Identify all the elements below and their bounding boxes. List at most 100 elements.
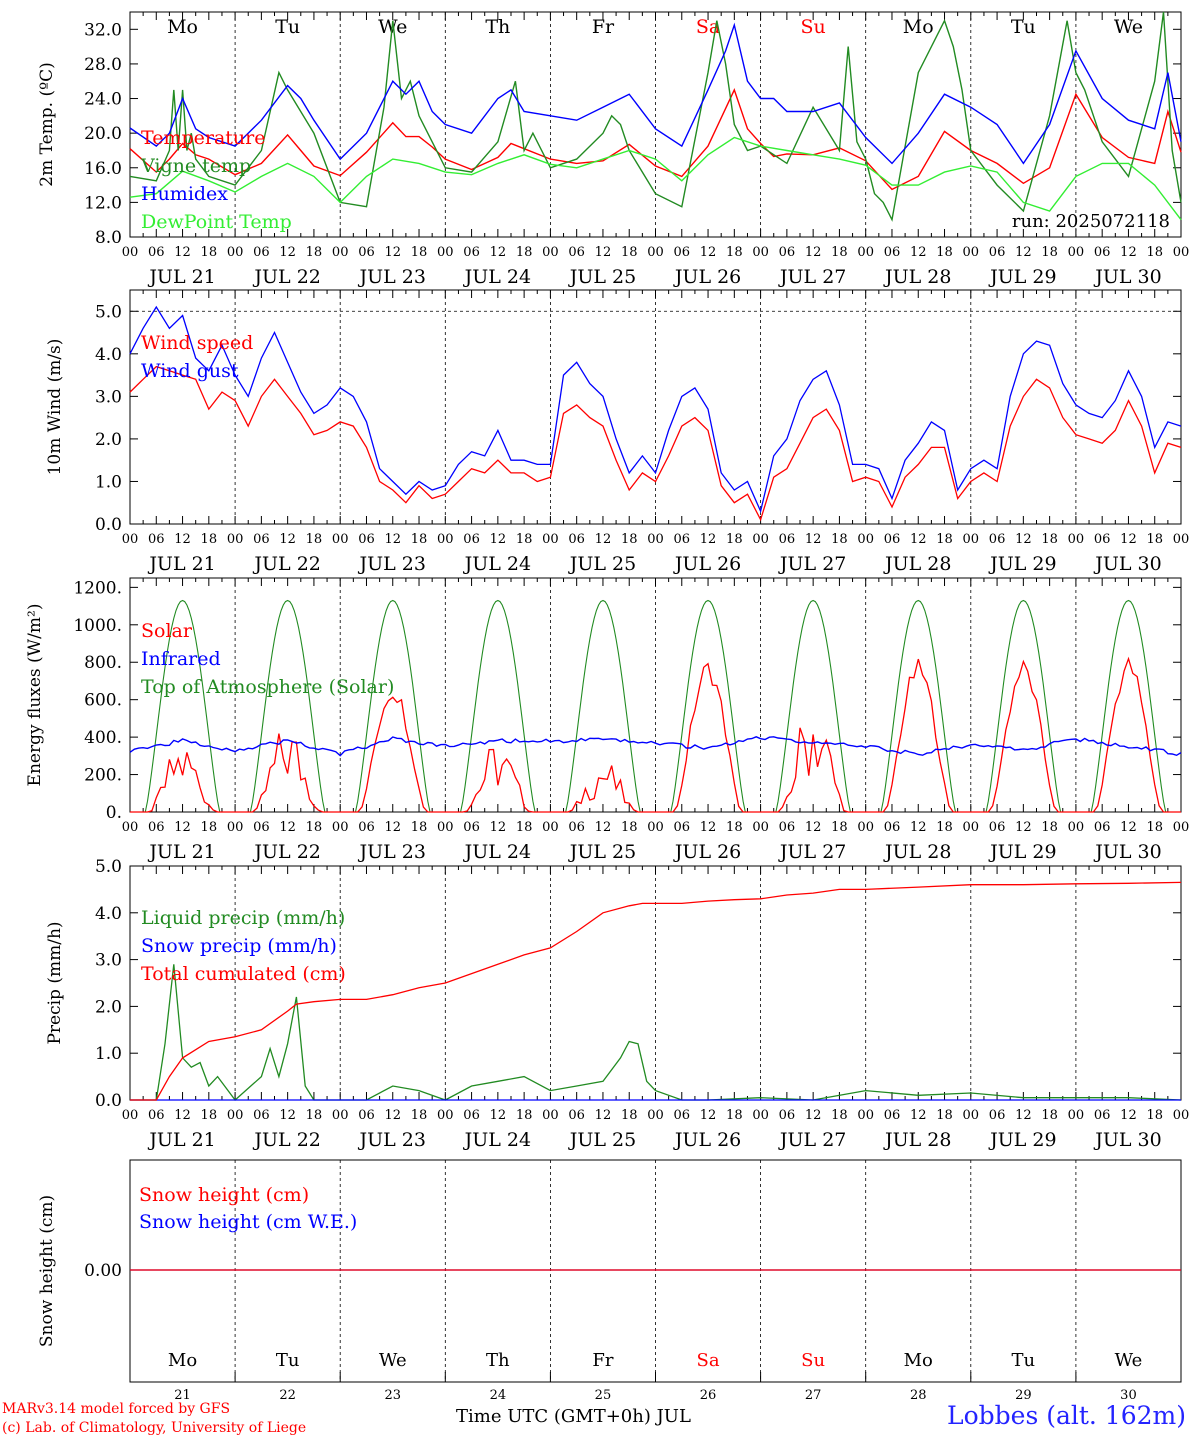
date-label: JUL 29 — [988, 553, 1056, 575]
date-label: JUL 28 — [883, 841, 951, 863]
hour-tick-label: 12 — [910, 1108, 927, 1123]
hour-tick-label: 06 — [253, 245, 270, 260]
date-label: JUL 29 — [988, 1129, 1056, 1151]
hour-tick-label: 12 — [1015, 245, 1032, 260]
weekday-label: Fr — [592, 16, 615, 38]
date-label: JUL 30 — [1093, 266, 1161, 288]
hour-tick-label: 18 — [621, 245, 638, 260]
hour-tick-label: 18 — [1041, 245, 1058, 260]
hour-tick-label: 06 — [779, 820, 796, 835]
y-tick-label: 800. — [84, 653, 122, 673]
hour-tick-label: 00 — [752, 820, 769, 835]
hour-tick-label: 00 — [1173, 1108, 1190, 1123]
hour-tick-label: 00 — [963, 245, 980, 260]
hour-tick-label: 12 — [490, 1108, 507, 1123]
hour-tick-label: 00 — [437, 820, 454, 835]
hour-tick-label: 12 — [910, 820, 927, 835]
hour-tick-label: 06 — [674, 532, 691, 547]
day-number-label: 30 — [1120, 1388, 1137, 1403]
legend-label: Vigne temp — [140, 155, 251, 177]
hour-tick-label: 18 — [936, 532, 953, 547]
hour-tick-label: 06 — [989, 1108, 1006, 1123]
date-label: JUL 22 — [252, 1129, 320, 1151]
date-label: JUL 29 — [988, 266, 1056, 288]
hour-tick-label: 00 — [752, 245, 769, 260]
date-label: JUL 23 — [358, 266, 426, 288]
date-label: JUL 26 — [673, 553, 741, 575]
legend-label: DewPoint Temp — [141, 211, 292, 233]
hour-tick-label: 00 — [1068, 1108, 1085, 1123]
hour-tick-label: 06 — [463, 532, 480, 547]
weekday-label: Su — [801, 16, 826, 38]
weekday-label: Th — [486, 1350, 510, 1371]
hour-tick-label: 12 — [490, 820, 507, 835]
y-tick-label: 1.0 — [95, 1044, 122, 1064]
y-tick-label: 0.0 — [95, 515, 122, 535]
hour-tick-label: 00 — [227, 1108, 244, 1123]
hour-tick-label: 18 — [831, 820, 848, 835]
hour-tick-label: 00 — [437, 532, 454, 547]
hour-tick-label: 18 — [621, 1108, 638, 1123]
date-label: JUL 30 — [1093, 1129, 1161, 1151]
temp-series-line — [129, 22, 1182, 165]
hour-tick-label: 00 — [227, 820, 244, 835]
date-label: JUL 28 — [883, 1129, 951, 1151]
hour-tick-label: 00 — [122, 245, 139, 260]
plot-frame — [129, 11, 1182, 238]
hour-tick-label: 12 — [279, 1108, 296, 1123]
hour-tick-label: 12 — [805, 532, 822, 547]
date-label: JUL 25 — [568, 553, 636, 575]
date-label: JUL 22 — [252, 841, 320, 863]
hour-tick-label: 12 — [1120, 532, 1137, 547]
date-label: JUL 30 — [1093, 553, 1161, 575]
hour-tick-label: 00 — [122, 1108, 139, 1123]
hour-tick-label: 12 — [805, 245, 822, 260]
hour-tick-label: 06 — [989, 245, 1006, 260]
hour-tick-label: 18 — [1146, 1108, 1163, 1123]
y-tick-label: 1000. — [73, 616, 122, 636]
hour-tick-label: 12 — [174, 1108, 191, 1123]
day-number-label: 28 — [910, 1388, 927, 1403]
hour-tick-label: 18 — [726, 1108, 743, 1123]
date-label: JUL 30 — [1093, 841, 1161, 863]
hour-tick-label: 00 — [1068, 532, 1085, 547]
hour-tick-label: 18 — [201, 820, 218, 835]
legend-label: Wind gust — [141, 360, 239, 382]
day-number-label: 21 — [174, 1388, 191, 1403]
hour-tick-label: 12 — [910, 245, 927, 260]
hour-tick-label: 00 — [963, 1108, 980, 1123]
hour-tick-label: 06 — [148, 245, 165, 260]
hour-tick-label: 12 — [595, 820, 612, 835]
hour-tick-label: 00 — [332, 820, 349, 835]
date-label: JUL 24 — [463, 1129, 531, 1151]
hour-tick-label: 00 — [647, 1108, 664, 1123]
hour-tick-label: 06 — [358, 532, 375, 547]
weekday-label: Fr — [592, 1350, 613, 1371]
hour-tick-label: 06 — [358, 1108, 375, 1123]
date-label: JUL 27 — [778, 1129, 846, 1151]
hour-tick-label: 18 — [936, 1108, 953, 1123]
hour-tick-label: 00 — [437, 1108, 454, 1123]
hour-tick-label: 00 — [857, 245, 874, 260]
hour-tick-label: 12 — [805, 1108, 822, 1123]
date-label: JUL 26 — [673, 266, 741, 288]
hour-tick-label: 06 — [884, 532, 901, 547]
hour-tick-label: 12 — [490, 245, 507, 260]
date-label: JUL 25 — [568, 841, 636, 863]
hour-tick-label: 06 — [779, 245, 796, 260]
legend-label: Infrared — [141, 648, 221, 670]
y-tick-label: 28.0 — [84, 55, 122, 75]
weekday-label: Mo — [167, 16, 198, 38]
legend-label: Snow precip (mm/h) — [141, 935, 337, 957]
hour-tick-label: 00 — [647, 532, 664, 547]
hour-tick-label: 12 — [700, 820, 717, 835]
weekday-label: Tu — [276, 1350, 300, 1371]
hour-tick-label: 18 — [726, 820, 743, 835]
y-tick-label: 1200. — [73, 578, 122, 598]
hour-tick-label: 06 — [358, 245, 375, 260]
y-tick-label: 4.0 — [95, 345, 122, 365]
hour-tick-label: 00 — [963, 532, 980, 547]
hour-tick-label: 06 — [1094, 245, 1111, 260]
hour-tick-label: 06 — [674, 820, 691, 835]
